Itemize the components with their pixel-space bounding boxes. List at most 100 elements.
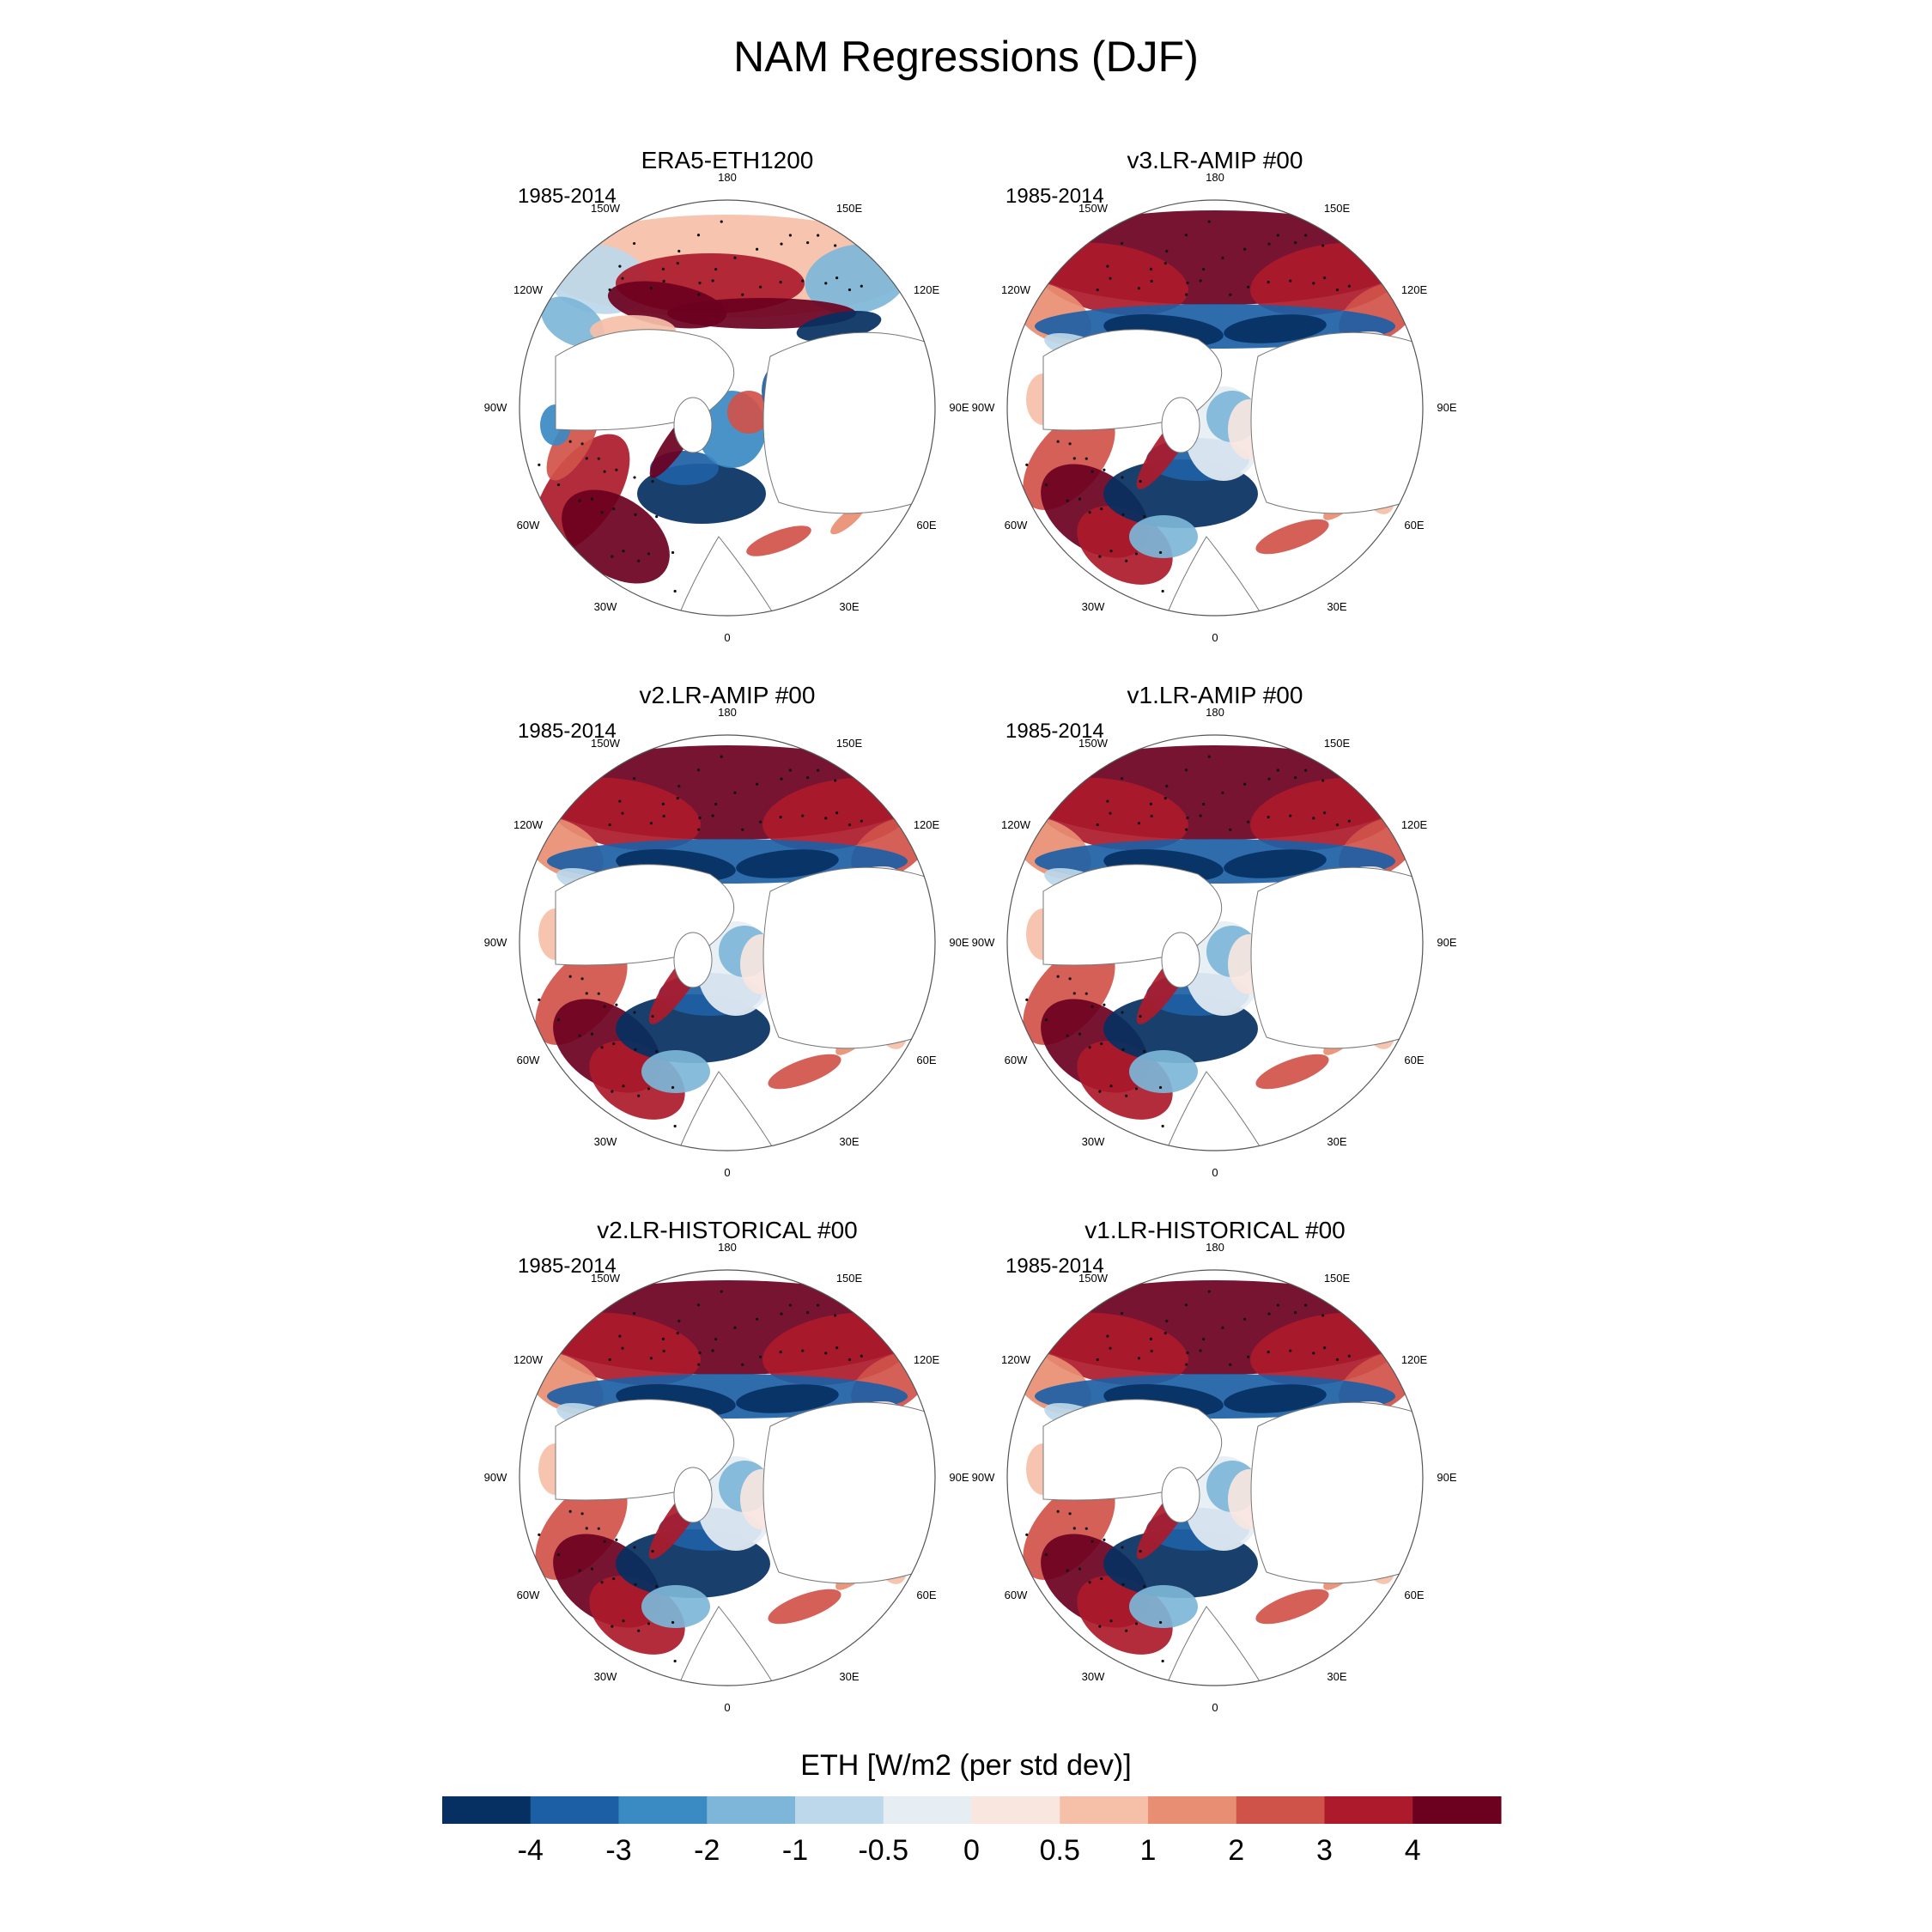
- longitude-label: 150W: [1078, 1272, 1109, 1285]
- significance-dot: [1276, 1303, 1280, 1307]
- colorbar-tick-label: 0.5: [1040, 1834, 1080, 1867]
- significance-dot: [1243, 782, 1247, 786]
- significance-dot: [621, 811, 624, 815]
- significance-dot: [1184, 769, 1188, 772]
- significance-dot: [1109, 811, 1112, 815]
- colorbar-tick-label: -1: [782, 1834, 808, 1867]
- significance-dot: [603, 470, 606, 473]
- significance-dot: [1088, 511, 1091, 514]
- significance-dot: [733, 256, 737, 259]
- significance-dot: [618, 799, 622, 803]
- significance-dot: [621, 1346, 624, 1350]
- significance-dot: [1096, 823, 1099, 827]
- significance-dot: [649, 287, 653, 290]
- significance-dot: [834, 779, 837, 782]
- colorbar-swatch: [1060, 1796, 1149, 1824]
- significance-dot: [673, 1659, 677, 1663]
- longitude-label: 30W: [594, 1670, 617, 1683]
- significance-dot: [1121, 776, 1124, 781]
- significance-dot: [1199, 814, 1202, 817]
- significance-dot: [788, 769, 793, 772]
- significance-dot: [1068, 442, 1072, 446]
- longitude-label: 30E: [1327, 600, 1346, 613]
- map-outline: [1006, 1269, 1424, 1686]
- significance-dot: [1137, 822, 1141, 825]
- colorbar-tick-label: -4: [518, 1834, 544, 1867]
- significance-dot: [676, 1332, 679, 1335]
- significance-dot: [835, 276, 839, 280]
- significance-dot: [1161, 1659, 1164, 1663]
- longitude-label: 150W: [591, 1272, 621, 1285]
- longitude-label: 90E: [949, 1471, 969, 1484]
- field-layer: [519, 200, 935, 616]
- significance-dot: [1139, 1550, 1142, 1553]
- significance-dot: [618, 264, 622, 268]
- significance-dot: [1044, 1018, 1048, 1022]
- significance-dot: [676, 797, 679, 800]
- significance-dot: [1163, 1332, 1167, 1335]
- significance-dot: [608, 823, 611, 827]
- land-africa: [1163, 536, 1267, 616]
- significance-dot: [1025, 1533, 1029, 1536]
- significance-dot: [1098, 1090, 1102, 1093]
- significance-dot: [714, 802, 718, 806]
- significance-dot: [1267, 1351, 1270, 1354]
- colorbar-swatch: [707, 1796, 796, 1824]
- significance-dot: [1044, 483, 1048, 487]
- field-region: [1255, 519, 1329, 555]
- significance-dot: [568, 1510, 572, 1513]
- longitude-label: 90W: [972, 1471, 995, 1484]
- longitude-label: 150W: [591, 737, 621, 750]
- significance-dot: [1165, 249, 1169, 253]
- significance-dot: [1078, 497, 1082, 501]
- significance-dot: [1229, 293, 1232, 296]
- significance-dot: [1184, 1303, 1188, 1307]
- colorbar-swatch: [442, 1796, 532, 1824]
- field-layer: [1007, 735, 1423, 1151]
- longitude-label: 150E: [836, 202, 863, 215]
- field-region: [641, 1585, 710, 1628]
- significance-dot: [1121, 476, 1124, 479]
- significance-dot: [662, 279, 665, 283]
- panel-v1-amip: v1.LR-AMIP #00 1985-2014 180 150E 120E 90E 6…: [972, 681, 1457, 1213]
- significance-dot: [1106, 799, 1109, 803]
- significance-dot: [1066, 1569, 1069, 1572]
- significance-dot: [779, 281, 782, 284]
- significance-dot: [1312, 817, 1315, 820]
- field-region: [1255, 1589, 1329, 1625]
- longitude-label: 180: [1206, 1241, 1224, 1254]
- colorbar-swatch: [1413, 1796, 1502, 1824]
- significance-dot: [733, 791, 737, 794]
- significance-dot: [673, 1124, 677, 1128]
- significance-dot: [1207, 755, 1211, 758]
- significance-dot: [1229, 1363, 1232, 1366]
- longitude-label: 60E: [916, 519, 936, 532]
- significance-dot: [1078, 1567, 1082, 1571]
- significance-dot: [1109, 1084, 1113, 1088]
- significance-dot: [759, 820, 762, 823]
- significance-dot: [671, 1620, 675, 1625]
- significance-dot: [1347, 819, 1351, 823]
- significance-dot: [1091, 470, 1094, 473]
- significance-dot: [1134, 1622, 1139, 1625]
- significance-dot: [1025, 463, 1029, 466]
- significance-dot: [1143, 1584, 1146, 1589]
- significance-dot: [677, 1319, 681, 1323]
- significance-dot: [1347, 284, 1351, 288]
- significance-dot: [1121, 1546, 1124, 1549]
- significance-dot: [556, 1552, 561, 1557]
- period-label: 1985-2014: [1005, 720, 1104, 743]
- longitude-label: 30W: [594, 600, 617, 613]
- significance-dot: [697, 1363, 701, 1366]
- significance-dot: [1243, 1317, 1247, 1321]
- significance-dot: [651, 1015, 654, 1018]
- significance-dot: [1056, 975, 1060, 978]
- significance-dot: [756, 1317, 759, 1321]
- significance-dot: [741, 1363, 744, 1366]
- significance-dot: [1207, 1290, 1211, 1293]
- figure-title: NAM Regressions (DJF): [733, 33, 1199, 81]
- land-greenland: [1161, 1467, 1200, 1523]
- land-greenland: [673, 397, 713, 453]
- significance-dot: [1289, 814, 1292, 817]
- colorbar-swatch: [1236, 1796, 1325, 1824]
